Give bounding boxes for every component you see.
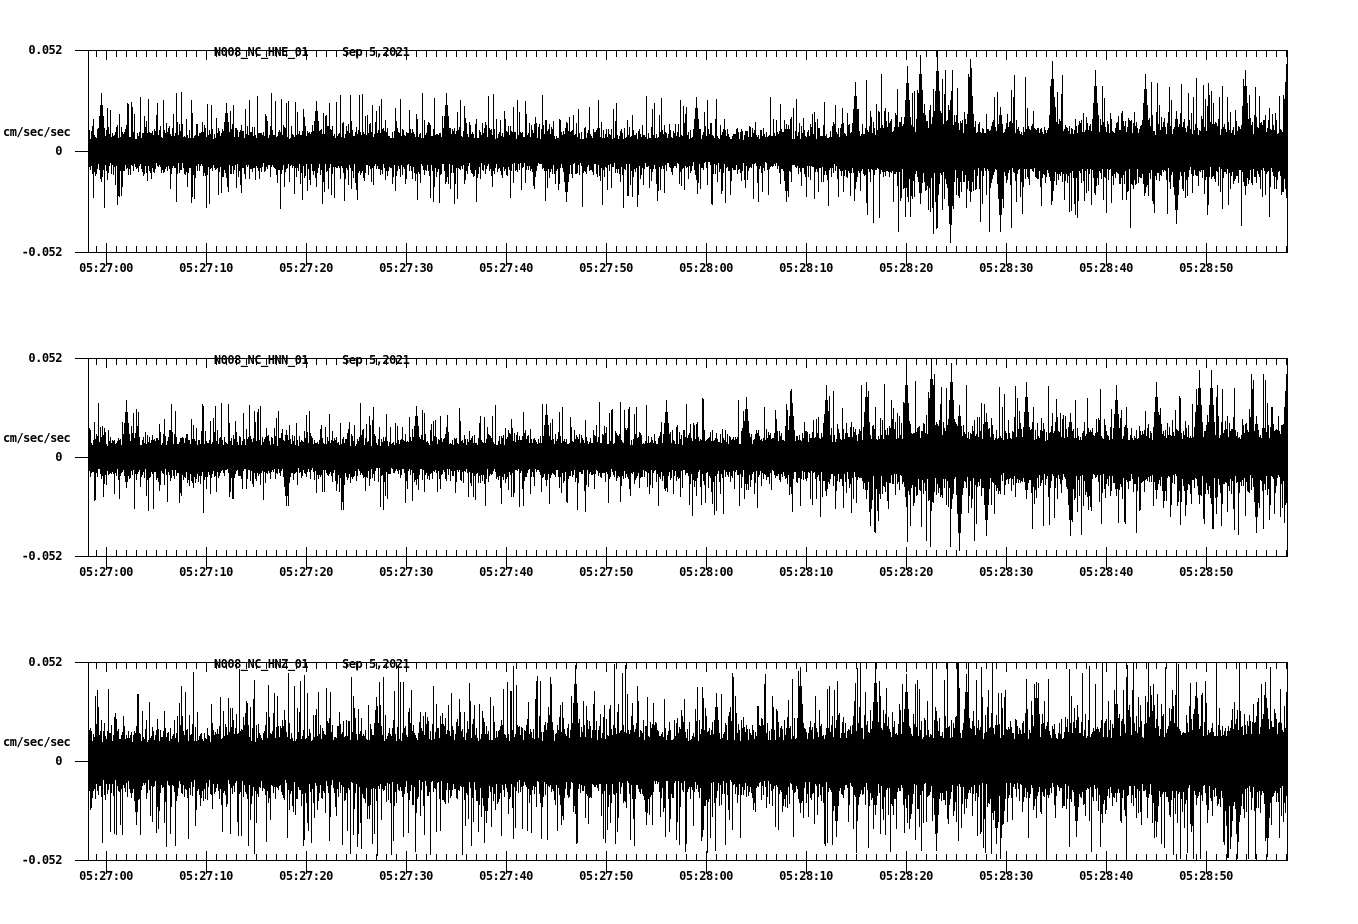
y-tick-label-zero: 0 — [55, 450, 62, 464]
x-tick-label: 05:28:00 — [679, 565, 733, 579]
x-tick-label: 05:27:10 — [179, 565, 233, 579]
y-tick-label-min: -0.052 — [21, 853, 63, 867]
y-tick-label-max: 0.052 — [28, 655, 62, 669]
x-tick-label: 05:27:20 — [279, 869, 333, 883]
y-tick-label-max: 0.052 — [28, 43, 62, 57]
x-tick-label: 05:28:20 — [879, 565, 933, 579]
x-tick-label: 05:28:10 — [779, 565, 833, 579]
x-tick-label: 05:28:40 — [1079, 869, 1133, 883]
x-tick-label: 05:28:40 — [1079, 261, 1133, 275]
x-tick-label: 05:28:00 — [679, 869, 733, 883]
y-axis-unit-label: cm/sec/sec — [3, 125, 71, 139]
x-tick-label: 05:28:30 — [979, 261, 1033, 275]
x-tick-label: 05:27:30 — [379, 869, 433, 883]
x-tick-label: 05:28:50 — [1179, 565, 1233, 579]
x-tick-label: 05:27:40 — [479, 261, 533, 275]
x-tick-label: 05:27:50 — [579, 565, 633, 579]
x-tick-label: 05:28:50 — [1179, 261, 1233, 275]
x-tick-label: 05:27:10 — [179, 869, 233, 883]
x-tick-label: 05:27:50 — [579, 869, 633, 883]
waveform-canvas-hne — [74, 50, 1288, 268]
x-tick-label: 05:28:10 — [779, 869, 833, 883]
y-tick-label-zero: 0 — [55, 754, 62, 768]
x-tick-label: 05:27:30 — [379, 261, 433, 275]
x-tick-label: 05:28:20 — [879, 261, 933, 275]
x-tick-label: 05:28:30 — [979, 869, 1033, 883]
y-axis-unit-label: cm/sec/sec — [3, 735, 71, 749]
x-tick-label: 05:28:10 — [779, 261, 833, 275]
x-tick-label: 05:27:00 — [79, 565, 133, 579]
x-tick-label: 05:27:40 — [479, 565, 533, 579]
x-tick-label: 05:28:40 — [1079, 565, 1133, 579]
x-tick-label: 05:28:00 — [679, 261, 733, 275]
x-tick-label: 05:27:20 — [279, 565, 333, 579]
x-tick-label: 05:27:40 — [479, 869, 533, 883]
y-axis-unit-label: cm/sec/sec — [3, 431, 71, 445]
x-tick-label: 05:28:50 — [1179, 869, 1233, 883]
y-tick-label-max: 0.052 — [28, 351, 62, 365]
x-tick-label: 05:27:10 — [179, 261, 233, 275]
x-tick-label: 05:27:30 — [379, 565, 433, 579]
x-tick-label: 05:27:50 — [579, 261, 633, 275]
y-tick-label-min: -0.052 — [21, 549, 63, 563]
x-tick-label: 05:28:30 — [979, 565, 1033, 579]
waveform-canvas-hnn — [74, 358, 1288, 572]
y-tick-label-zero: 0 — [55, 144, 62, 158]
x-tick-label: 05:27:00 — [79, 869, 133, 883]
waveform-canvas-hnz — [74, 662, 1288, 876]
x-tick-label: 05:27:00 — [79, 261, 133, 275]
x-tick-label: 05:28:20 — [879, 869, 933, 883]
x-tick-label: 05:27:20 — [279, 261, 333, 275]
y-tick-label-min: -0.052 — [21, 245, 63, 259]
